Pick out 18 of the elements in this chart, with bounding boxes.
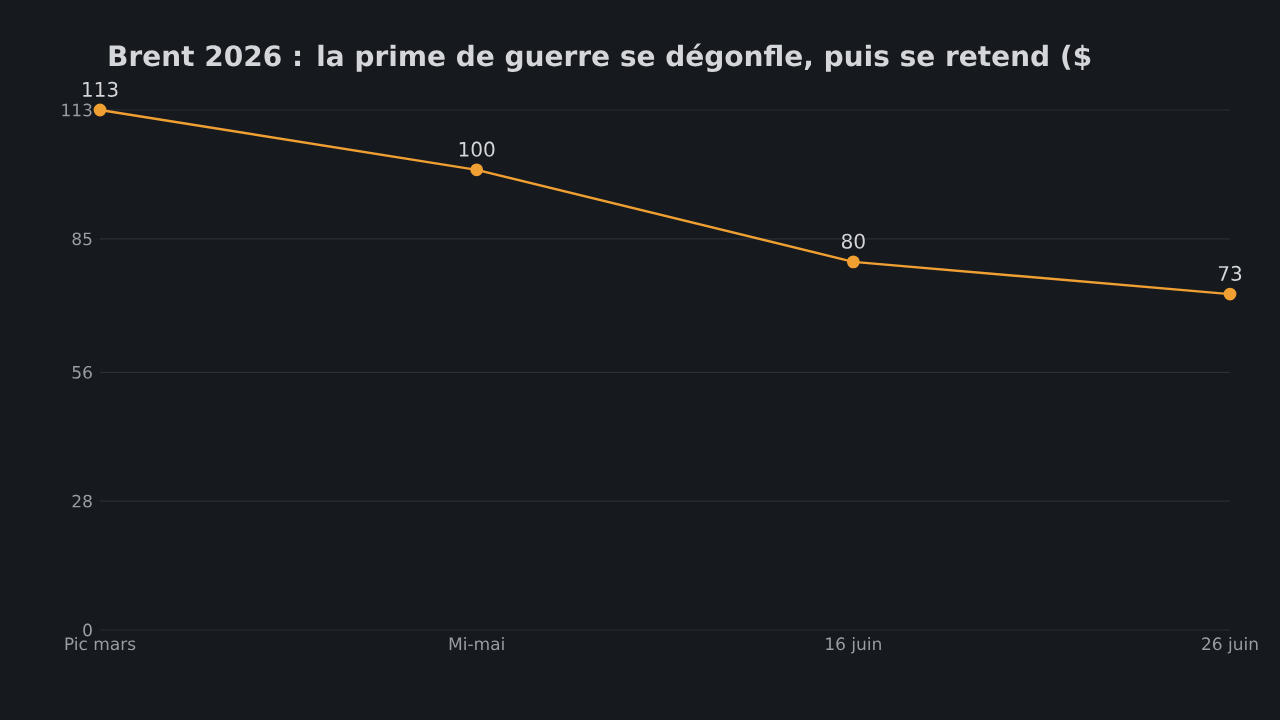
x-tick-label: 26 juin xyxy=(1202,637,1258,654)
y-tick-label: 85 xyxy=(72,232,92,246)
data-label: 100 xyxy=(459,141,495,157)
y-tick-label: 56 xyxy=(72,365,92,379)
point xyxy=(846,255,860,269)
y-tick-label: 28 xyxy=(72,494,92,508)
point xyxy=(93,103,107,117)
x-tick-label: Mi-mai xyxy=(449,637,504,651)
x-tick-label: 16 juin xyxy=(826,637,881,654)
point xyxy=(470,163,484,177)
point xyxy=(1223,287,1237,301)
data-label: 113 xyxy=(83,81,118,97)
chart-title: Brent 2026 : la prime de guerre se dégonfle, puis se retend ($ xyxy=(109,43,1091,73)
y-tick-label: 113 xyxy=(62,103,92,117)
x-tick-label: Pic mars xyxy=(65,637,136,651)
data-label: 80 xyxy=(841,233,865,249)
y-tick-label: 0 xyxy=(83,623,92,637)
data-label: 73 xyxy=(1218,265,1242,282)
